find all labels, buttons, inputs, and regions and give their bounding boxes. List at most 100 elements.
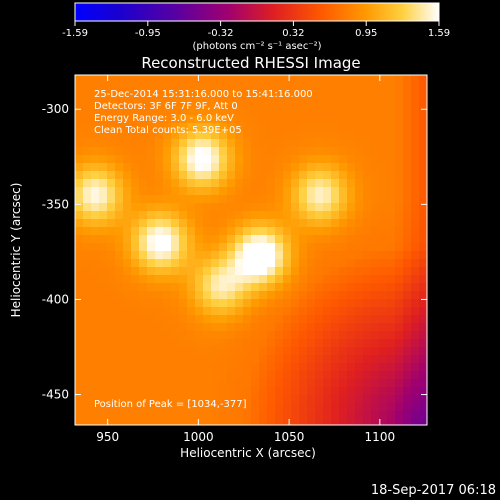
heatmap-cell — [363, 155, 372, 164]
heatmap-cell — [155, 91, 164, 100]
heatmap-cell — [355, 307, 364, 316]
heatmap-cell — [363, 251, 372, 260]
heatmap-cell — [347, 227, 356, 236]
heatmap-cell — [219, 115, 228, 124]
heatmap-cell — [115, 227, 124, 236]
heatmap-cell — [235, 275, 244, 284]
heatmap-cell — [99, 419, 108, 425]
heatmap-cell — [155, 347, 164, 356]
heatmap-cell — [395, 91, 404, 100]
heatmap-cell — [171, 395, 180, 404]
heatmap-cell — [267, 419, 276, 425]
heatmap-cell — [371, 163, 380, 172]
heatmap-cell — [331, 275, 340, 284]
heatmap-cell — [155, 259, 164, 268]
heatmap-cell — [227, 355, 236, 364]
heatmap-cell — [411, 171, 420, 180]
heatmap-cell — [291, 99, 300, 108]
heatmap-cell — [139, 395, 148, 404]
heatmap-cell — [315, 211, 324, 220]
heatmap-cell — [419, 131, 427, 140]
heatmap-cell — [403, 83, 412, 92]
heatmap-cell — [347, 139, 356, 148]
heatmap-cell — [163, 235, 172, 244]
heatmap-cell — [371, 291, 380, 300]
heatmap-cell — [403, 411, 412, 420]
heatmap-cell — [75, 147, 84, 156]
heatmap-cell — [107, 187, 116, 196]
heatmap-cell — [419, 363, 427, 372]
heatmap-cell — [219, 403, 228, 412]
heatmap-cell — [171, 163, 180, 172]
heatmap-cell — [195, 259, 204, 268]
heatmap-cell — [283, 83, 292, 92]
heatmap-cell — [283, 379, 292, 388]
heatmap-cell — [147, 179, 156, 188]
heatmap-cell — [83, 275, 92, 284]
heatmap-cell — [123, 203, 132, 212]
heatmap-cell — [83, 355, 92, 364]
heatmap-cell — [179, 163, 188, 172]
heatmap-cell — [115, 187, 124, 196]
heatmap-cell — [123, 411, 132, 420]
heatmap-cell — [163, 315, 172, 324]
colorbar-tick-label: 1.59 — [428, 28, 450, 39]
heatmap-cell — [227, 291, 236, 300]
heatmap-cell — [203, 139, 212, 148]
heatmap-cell — [355, 419, 364, 425]
heatmap-cell — [331, 339, 340, 348]
heatmap-cell — [91, 339, 100, 348]
heatmap-cell — [411, 371, 420, 380]
heatmap-cell — [83, 307, 92, 316]
heatmap-cell — [339, 307, 348, 316]
heatmap-cell — [299, 211, 308, 220]
heatmap-cell — [91, 123, 100, 132]
heatmap-cell — [115, 267, 124, 276]
heatmap-cell — [267, 139, 276, 148]
heatmap-cell — [147, 211, 156, 220]
heatmap-cell — [147, 315, 156, 324]
heatmap-cell — [115, 347, 124, 356]
heatmap-cell — [395, 75, 404, 84]
heatmap-cell — [131, 163, 140, 172]
heatmap-cell — [235, 75, 244, 84]
heatmap-cell — [235, 323, 244, 332]
heatmap-cell — [131, 115, 140, 124]
heatmap-cell — [243, 139, 252, 148]
heatmap-cell — [155, 171, 164, 180]
heatmap-cell — [243, 355, 252, 364]
heatmap-cell — [203, 251, 212, 260]
heatmap-cell — [195, 411, 204, 420]
heatmap-cell — [323, 91, 332, 100]
heatmap-cell — [395, 139, 404, 148]
heatmap-cell — [91, 203, 100, 212]
heatmap-cell — [83, 315, 92, 324]
heatmap-cell — [227, 283, 236, 292]
heatmap-cell — [235, 355, 244, 364]
heatmap-cell — [403, 259, 412, 268]
heatmap-cell — [187, 91, 196, 100]
heatmap-cell — [171, 267, 180, 276]
heatmap-cell — [299, 123, 308, 132]
heatmap-cell — [283, 187, 292, 196]
heatmap-cell — [371, 107, 380, 116]
heatmap-cell — [131, 91, 140, 100]
heatmap-cell — [387, 387, 396, 396]
heatmap-cell — [139, 83, 148, 92]
heatmap-cell — [243, 411, 252, 420]
heatmap-cell — [291, 363, 300, 372]
heatmap-cell — [259, 275, 268, 284]
heatmap-cell — [395, 403, 404, 412]
heatmap-cell — [163, 171, 172, 180]
heatmap-cell — [131, 307, 140, 316]
heatmap-cell — [339, 331, 348, 340]
heatmap-cell — [307, 355, 316, 364]
heatmap-cell — [91, 315, 100, 324]
heatmap-cell — [339, 347, 348, 356]
heatmap-cell — [179, 123, 188, 132]
heatmap-cell — [283, 211, 292, 220]
heatmap-cell — [267, 371, 276, 380]
heatmap-cell — [347, 75, 356, 84]
heatmap-cell — [99, 203, 108, 212]
heatmap-cell — [411, 347, 420, 356]
